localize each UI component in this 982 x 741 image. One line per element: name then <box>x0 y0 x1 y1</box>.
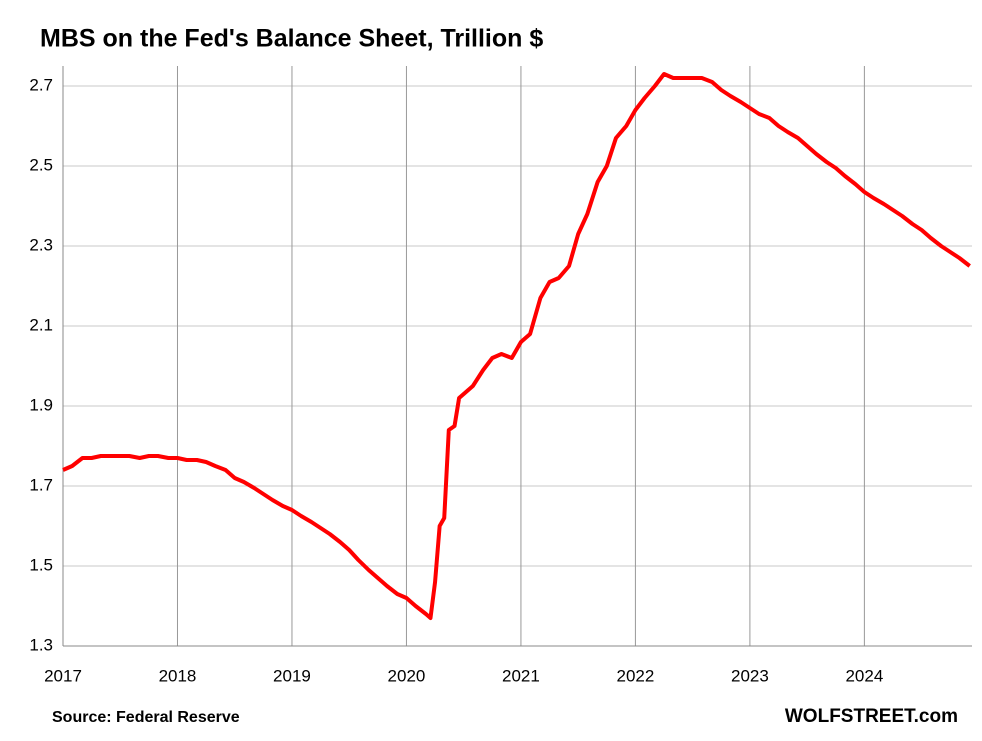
x-tick-label: 2019 <box>273 666 311 685</box>
y-tick-label: 2.3 <box>29 235 53 254</box>
x-tick-label: 2017 <box>44 666 82 685</box>
data-line <box>62 72 971 620</box>
x-tick-label: 2021 <box>502 666 540 685</box>
y-tick-label: 2.1 <box>29 315 53 334</box>
y-tick-label: 1.5 <box>29 555 53 574</box>
x-tick-label: 2023 <box>731 666 769 685</box>
chart-title: MBS on the Fed's Balance Sheet, Trillion… <box>40 25 543 53</box>
y-tick-label: 2.5 <box>29 155 53 174</box>
y-tick-label: 1.9 <box>29 395 53 414</box>
x-tick-label: 2024 <box>845 666 883 685</box>
x-tick-label: 2018 <box>159 666 197 685</box>
source-note: Source: Federal Reserve <box>52 709 240 726</box>
x-tick-label: 2022 <box>617 666 655 685</box>
brand: WOLFSTREET.com <box>785 706 958 727</box>
y-tick-label: 2.7 <box>29 75 53 94</box>
y-tick-label: 1.7 <box>29 475 53 494</box>
y-tick-label: 1.3 <box>29 635 53 654</box>
x-tick-label: 2020 <box>388 666 426 685</box>
